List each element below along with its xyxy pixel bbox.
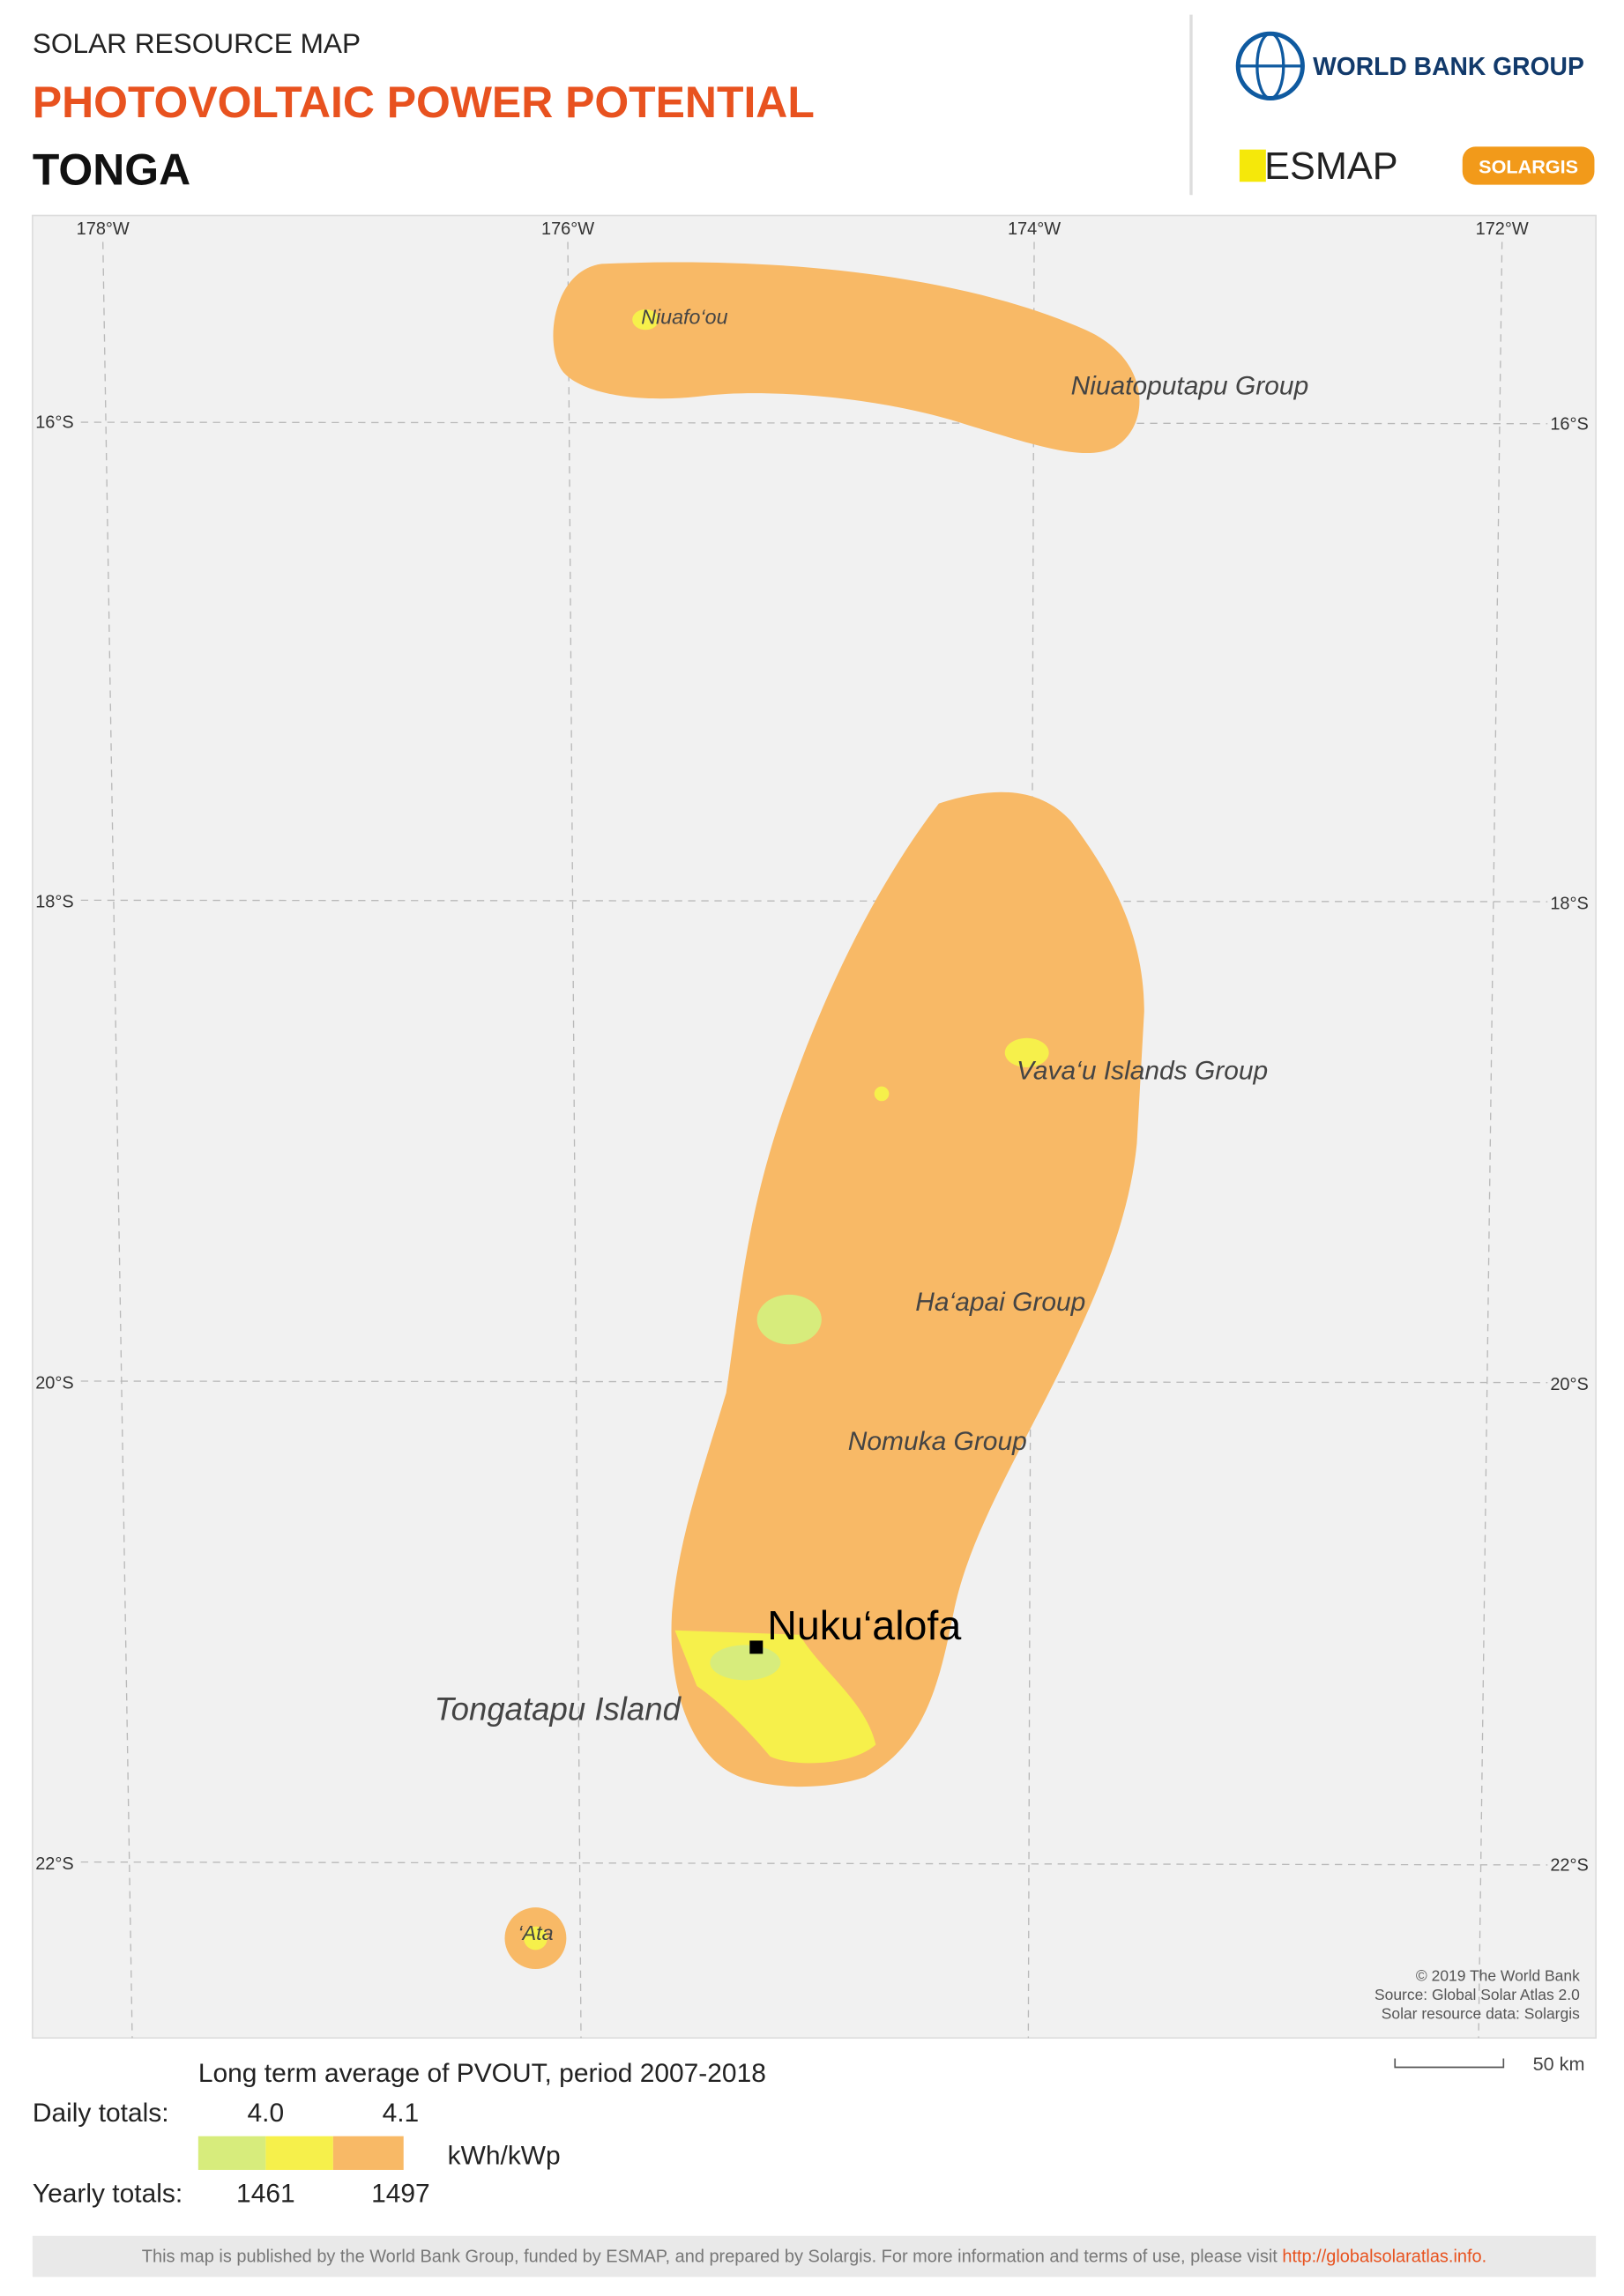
latitude-label: 20°S <box>1550 1375 1588 1394</box>
legend-swatch <box>197 2136 266 2170</box>
esmap-text: ESMAP <box>1264 145 1397 188</box>
longitude-label: 176°W <box>541 219 594 239</box>
footer-link[interactable]: http://globalsolaratlas.info. <box>1282 2248 1486 2267</box>
island <box>874 1086 890 1102</box>
legend-daily-label: Daily totals: <box>33 2099 169 2128</box>
latitude-label: 16°S <box>35 413 73 433</box>
longitude-label: 178°W <box>77 219 130 239</box>
island <box>632 308 659 331</box>
legend-yearly-label: Yearly totals: <box>33 2180 183 2209</box>
world-bank-logo: WORLD BANK GROUP <box>1235 31 1584 100</box>
legend-swatch <box>265 2136 333 2170</box>
credit: © 2019 The World Bank <box>1416 1966 1580 1984</box>
latitude-label: 18°S <box>35 893 73 912</box>
latitude-label: 20°S <box>35 1373 73 1393</box>
scale-bar <box>1394 2058 1505 2069</box>
latitude-label: 16°S <box>1550 414 1588 434</box>
world-bank-text: WORLD BANK GROUP <box>1313 52 1584 80</box>
north-region <box>553 262 1140 454</box>
subtitle: SOLAR RESOURCE MAP <box>33 27 361 59</box>
legend-daily-value: 4.1 <box>383 2099 420 2128</box>
ata-island <box>524 1926 548 1950</box>
place-label: Ha‘apai Group <box>915 1288 1085 1317</box>
legend-swatch <box>332 2136 404 2170</box>
vavau-island <box>1004 1037 1049 1068</box>
latitude-label: 22°S <box>1550 1856 1588 1876</box>
place-label: Tongatapu Island <box>435 1690 682 1727</box>
solargis-logo: SOLARGIS <box>1462 146 1595 185</box>
legend-yearly-value: 1461 <box>236 2180 295 2209</box>
footer-text: This map is published by the World Bank … <box>142 2248 1278 2267</box>
tongatapu-green <box>710 1645 781 1681</box>
legend-yearly-value: 1497 <box>371 2180 430 2209</box>
capital-marker <box>749 1640 764 1654</box>
legend-unit: kWh/kWp <box>448 2141 561 2170</box>
scale-label: 50 km <box>1533 2053 1585 2075</box>
latitude-label: 22°S <box>35 1854 73 1874</box>
longitude-label: 172°W <box>1476 219 1529 239</box>
footer: This map is published by the World Bank … <box>142 2248 1486 2267</box>
footer-bar <box>32 2235 1597 2277</box>
capital-label: Nuku‘alofa <box>767 1602 961 1648</box>
legend-daily-value: 4.0 <box>248 2099 285 2128</box>
solargis-text: SOLARGIS <box>1479 155 1578 177</box>
place-label: Niuafo‘ou <box>641 306 727 329</box>
place-label: Niuatoputapu Group <box>1071 371 1309 400</box>
credit: Solar resource data: Solargis <box>1382 2005 1580 2023</box>
latitude-label: 18°S <box>1550 894 1588 913</box>
longitude-label: 174°W <box>1008 219 1061 239</box>
haapai-island <box>756 1294 822 1345</box>
place-label: Vava‘u Islands Group <box>1017 1056 1268 1085</box>
country: TONGA <box>33 145 190 195</box>
place-label: Nomuka Group <box>848 1427 1027 1456</box>
title: PHOTOVOLTAIC POWER POTENTIAL <box>33 78 815 127</box>
place-label: ‘Ata <box>518 1921 553 1944</box>
legend-title: Long term average of PVOUT, period 2007-… <box>198 2059 766 2088</box>
esmap-logo: ESMAP <box>1239 145 1398 188</box>
credit: Source: Global Solar Atlas 2.0 <box>1374 1986 1580 2003</box>
